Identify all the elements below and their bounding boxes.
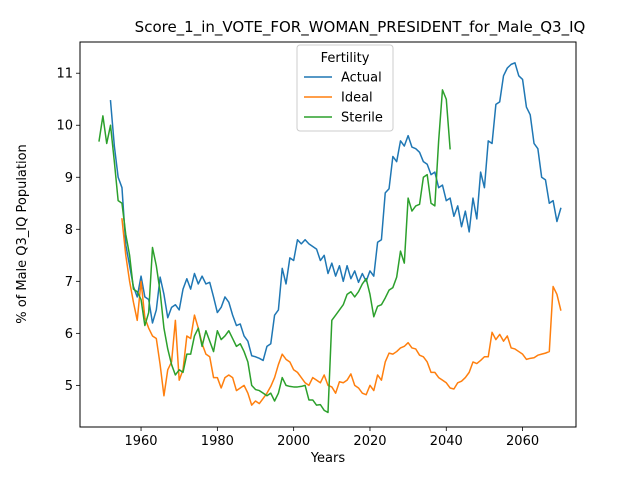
y-tick-label: 10 [56, 119, 73, 134]
y-tick-label: 8 [65, 223, 73, 238]
legend-label-sterile: Sterile [341, 111, 383, 126]
legend: Fertility Actual Ideal Sterile [296, 44, 394, 132]
y-tick-label: 7 [65, 275, 73, 290]
chart-title: Score_1_in_VOTE_FOR_WOMAN_PRESIDENT_for_… [135, 18, 586, 37]
plot-frame [79, 41, 577, 428]
x-tick-label: 1960 [124, 434, 157, 449]
x-axis-label: Years [310, 451, 346, 466]
y-axis: 5 6 7 8 9 10 11 [56, 67, 80, 394]
y-tick-label: 5 [65, 379, 73, 394]
x-axis: 1960 1980 2000 2020 2040 2060 [124, 427, 539, 449]
y-tick-label: 9 [65, 171, 73, 186]
x-tick-label: 2000 [277, 434, 310, 449]
x-tick-label: 2060 [506, 434, 539, 449]
y-tick-label: 11 [56, 67, 73, 82]
y-axis-label: % of Male Q3_IQ Population [15, 144, 30, 324]
series-layer [98, 62, 562, 414]
legend-box [296, 44, 394, 132]
legend-title: Fertility [321, 51, 370, 66]
legend-label-ideal: Ideal [341, 91, 373, 106]
legend-entries: Actual Ideal Sterile [304, 71, 383, 126]
x-tick-label: 1980 [201, 434, 234, 449]
x-tick-label: 2020 [353, 434, 386, 449]
series-line-ideal [121, 218, 562, 406]
legend-label-actual: Actual [341, 71, 382, 86]
x-tick-label: 2040 [430, 434, 463, 449]
series-line-sterile [98, 89, 451, 414]
series-line-actual [109, 62, 562, 362]
y-tick-label: 6 [65, 327, 73, 342]
